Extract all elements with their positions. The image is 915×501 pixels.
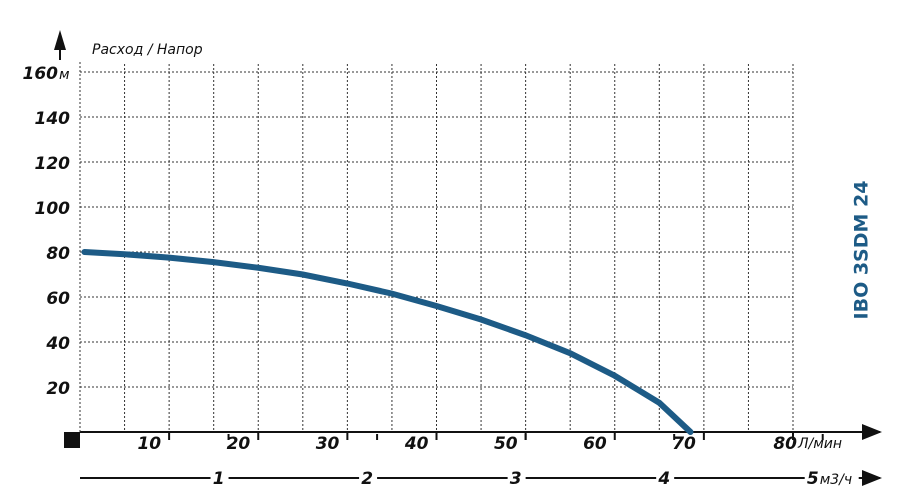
- y-unit: м: [59, 67, 70, 83]
- y-tick-label: 40: [45, 334, 70, 354]
- x2-tick-label: 2: [361, 469, 373, 489]
- y-tick-label: 120: [35, 154, 71, 174]
- x2-tick-gap: [804, 468, 823, 488]
- x2-tick-label: 3: [510, 469, 522, 489]
- x-tick-label: 40: [404, 434, 429, 454]
- y-tick-label: 80: [46, 244, 70, 264]
- chart-title: IBO 3SDM 24: [851, 181, 873, 320]
- x2-tick-label: 1: [213, 469, 225, 489]
- origin-square: [64, 432, 80, 448]
- x-tick-label: 70: [672, 434, 696, 454]
- x-tick-label: 50: [494, 434, 518, 454]
- y-tick-label: 100: [35, 199, 71, 219]
- x-tick-label: 10: [137, 434, 161, 454]
- x2-tick-gap: [210, 468, 229, 488]
- x2-tick-gap: [507, 468, 526, 488]
- y-arrow: [54, 30, 66, 50]
- x-unit: Л/мин: [797, 436, 842, 452]
- x2-unit: м3/ч: [820, 472, 852, 488]
- x-tick-label: 20: [227, 434, 251, 454]
- x2-unit-gap: [818, 468, 859, 488]
- y-tick-label: 140: [35, 109, 71, 129]
- y-axis-label: Расход / Напор: [92, 42, 203, 58]
- x2-tick-label: 4: [657, 469, 670, 489]
- y-tick-label: 60: [46, 289, 70, 309]
- x2-tick-label: 5: [807, 469, 819, 489]
- y-tick-label: 160: [23, 64, 59, 84]
- x2-tick-gap: [656, 468, 675, 488]
- curve: [81, 249, 694, 435]
- y-tick-label: 20: [46, 379, 70, 399]
- x-tick-label: 30: [316, 434, 340, 454]
- x-tick-label: 60: [583, 434, 607, 454]
- x2-tick-gap: [359, 468, 378, 488]
- x-tick-label: 80: [773, 434, 797, 454]
